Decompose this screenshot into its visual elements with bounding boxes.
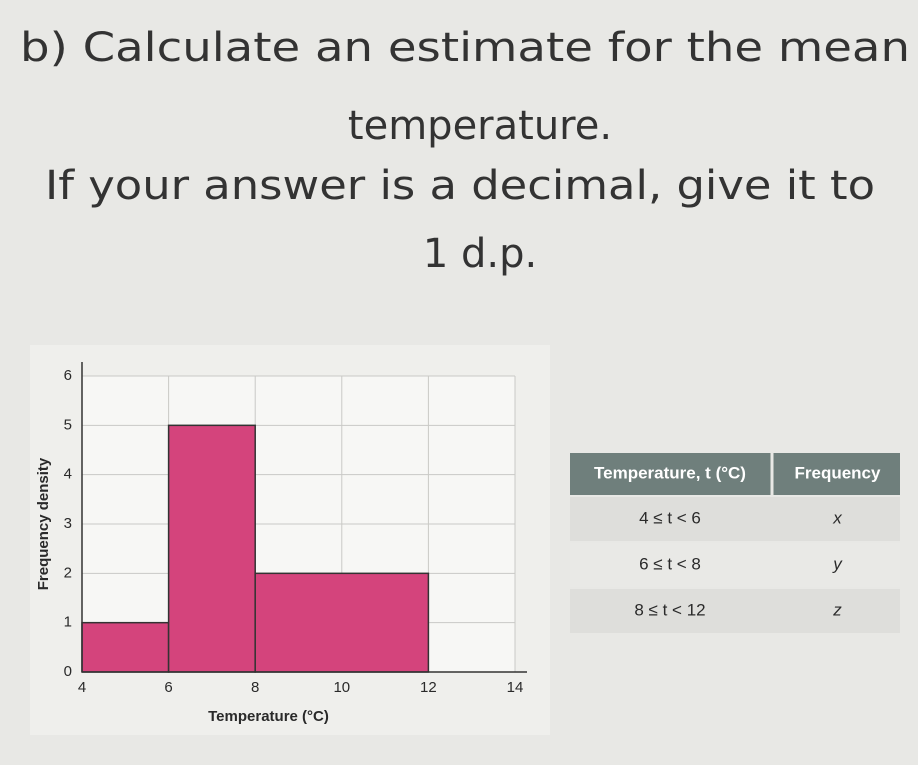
bar xyxy=(254,572,430,673)
x-axis-label: Temperature (°C) xyxy=(208,708,329,725)
question-line: 1 d.p. xyxy=(423,231,537,277)
bar xyxy=(167,424,256,673)
y-tick-label: 6 xyxy=(64,367,72,384)
question-line: temperature. xyxy=(348,103,612,149)
y-tick-label: 5 xyxy=(64,416,72,433)
table-row xyxy=(570,543,900,587)
table-cell: 6 ≤ t < 8 xyxy=(639,554,701,573)
table-cell: 4 ≤ t < 6 xyxy=(639,508,701,527)
table-header xyxy=(570,453,900,495)
x-tick-label: 10 xyxy=(333,679,350,696)
y-tick-label: 3 xyxy=(64,515,72,532)
x-tick-label: 14 xyxy=(507,679,524,696)
table-cell: 8 ≤ t < 12 xyxy=(634,600,705,619)
y-tick-label: 4 xyxy=(64,466,72,483)
table-row xyxy=(570,497,900,541)
question-line: If your answer is a decimal, give it to xyxy=(45,163,875,209)
y-axis-label: Frequency density xyxy=(35,457,52,590)
x-tick-label: 8 xyxy=(251,679,259,696)
table: Temperature, t (°C) Frequency 4 ≤ t < 6 x 6 … xyxy=(570,453,900,633)
y-tick-label: 0 xyxy=(64,663,72,680)
header-cell: Temperature, t (°C) xyxy=(594,463,746,482)
table-cell: y xyxy=(832,554,843,573)
table-row xyxy=(570,589,900,633)
x-tick-label: 12 xyxy=(420,679,437,696)
x-tick-label: 6 xyxy=(164,679,172,696)
y-tick-label: 1 xyxy=(64,614,72,631)
question-line: b) Calculate an estimate for the mean xyxy=(20,25,910,71)
table-cell: x xyxy=(832,508,842,527)
header-cell: Frequency xyxy=(795,463,882,482)
table-cell: z xyxy=(832,600,842,619)
y-tick-label: 2 xyxy=(64,564,72,581)
x-tick-label: 4 xyxy=(78,679,86,696)
bar xyxy=(81,621,170,673)
